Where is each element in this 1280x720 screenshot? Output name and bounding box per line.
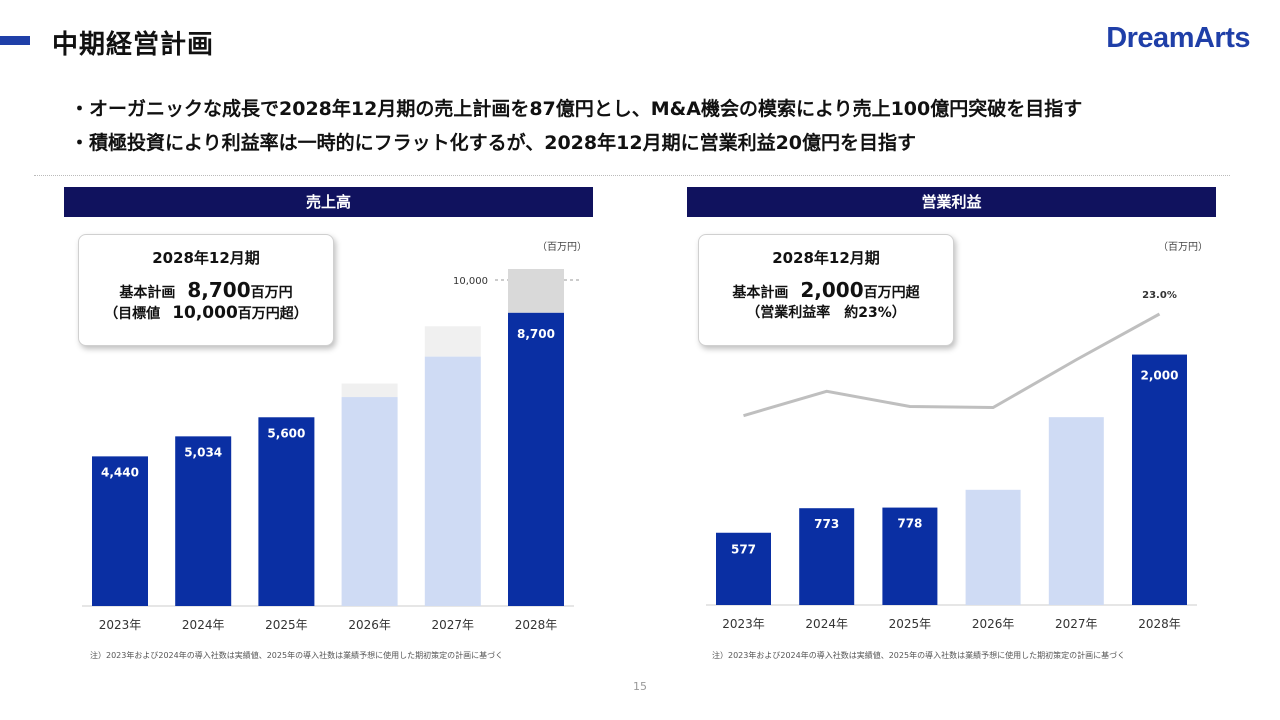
profit-callout: 2028年12月期 基本計画 2,000百万円超 （営業利益率 約23%） — [698, 234, 954, 346]
x-tick-label: 2024年 — [182, 618, 225, 632]
x-tick-label: 2027年 — [432, 618, 475, 632]
bar-2024年 — [799, 508, 855, 605]
stretch-bar-5 — [508, 269, 564, 313]
x-tick-label: 2025年 — [889, 617, 932, 631]
profit-unit-label: （百万円） — [1158, 242, 1208, 253]
revenue-plan-value: 8,700 — [187, 278, 251, 302]
bar-value-label: 577 — [731, 543, 756, 557]
bar-2026年 — [341, 397, 398, 606]
bar-2027年 — [1048, 417, 1104, 605]
margin-end-label: 23.0% — [1142, 290, 1177, 301]
bar-value-label: 8,700 — [517, 327, 555, 341]
bar-2023年 — [716, 532, 771, 605]
profit-footnote: 注）2023年および2024年の導入社数は実績値、2025年の導入社数は業績予想… — [712, 651, 1126, 660]
title-accent-bar — [0, 36, 30, 45]
page-title: 中期経営計画 — [52, 30, 215, 60]
revenue-target-value: 10,000 — [172, 303, 238, 323]
revenue-chart: 4,440 2023年 5,034 2024年 5,600 2025年 2026年 2027年… — [82, 269, 580, 632]
x-tick-label: 2024年 — [805, 617, 848, 631]
revenue-callout: 2028年12月期 基本計画 8,700百万円 （目標値 10,000百万円超） — [78, 234, 334, 346]
bar-2025年 — [882, 507, 938, 605]
x-tick-label: 2023年 — [99, 618, 142, 632]
x-tick-label: 2025年 — [265, 618, 308, 632]
profit-plan-value: 2,000 — [800, 278, 864, 302]
x-tick-label: 2023年 — [722, 617, 765, 631]
bar-value-label: 5,600 — [267, 426, 305, 440]
margin-line — [743, 312, 1161, 418]
bar-value-label: 4,440 — [101, 465, 139, 479]
dreamarts-logo: DreamArts — [1106, 22, 1250, 54]
x-tick-label: 2028年 — [1138, 617, 1181, 631]
bullet-revenue: ・オーガニックな成長で2028年12月期の売上計画を87億円とし、M&A機会の模… — [70, 98, 1083, 120]
section-divider — [34, 175, 1230, 176]
bar-2025年 — [258, 417, 315, 606]
x-tick-label: 2028年 — [515, 618, 558, 632]
revenue-target-label: （目標値 — [104, 306, 161, 322]
profit-plan-label: 基本計画 — [732, 285, 789, 301]
bar-2024年 — [175, 436, 232, 606]
stretch-bar-4 — [424, 326, 481, 357]
x-tick-label: 2026年 — [348, 618, 391, 632]
revenue-unit-label: （百万円） — [537, 242, 587, 253]
profit-callout-margin: （営業利益率 約23%） — [746, 305, 906, 321]
bar-2028年 — [508, 312, 564, 606]
reference-line-label: 10,000 — [453, 276, 488, 287]
stretch-bar-3 — [341, 383, 398, 398]
profit-callout-heading: 2028年12月期 — [772, 249, 880, 267]
revenue-plan-unit: 百万円 — [250, 285, 293, 301]
bar-value-label: 773 — [814, 517, 839, 531]
revenue-callout-heading: 2028年12月期 — [152, 249, 260, 267]
bar-2028年 — [1132, 354, 1187, 605]
page-number: 15 — [633, 680, 647, 693]
revenue-callout-target: （目標値 10,000百万円超） — [79, 303, 333, 324]
profit-plan-unit: 百万円超 — [863, 285, 920, 301]
revenue-target-unit: 百万円超） — [237, 306, 308, 322]
bar-value-label: 5,034 — [184, 445, 222, 459]
profit-callout-plan: 基本計画 2,000百万円超 — [699, 280, 953, 303]
bar-2023年 — [92, 456, 148, 606]
profit-panel-header: 営業利益 — [687, 187, 1216, 217]
x-tick-label: 2026年 — [972, 617, 1015, 631]
revenue-callout-plan: 基本計画 8,700百万円 — [79, 280, 333, 303]
revenue-panel-header: 売上高 — [64, 187, 593, 217]
x-tick-label: 2027年 — [1055, 617, 1098, 631]
revenue-footnote: 注）2023年および2024年の導入社数は実績値、2025年の導入社数は業績予想… — [90, 651, 504, 660]
operating-profit-chart: 577 2023年 773 2024年 778 2025年 2026年 2027年 2,000 2… — [706, 290, 1197, 631]
bar-2026年 — [965, 489, 1021, 605]
bar-2027年 — [424, 356, 481, 606]
summary-bullets: ・オーガニックな成長で2028年12月期の売上計画を87億円とし、M&A機会の模… — [70, 92, 1230, 160]
bar-value-label: 778 — [897, 517, 922, 531]
bar-value-label: 2,000 — [1141, 369, 1179, 383]
bullet-profit: ・積極投資により利益率は一時的にフラット化するが、2028年12月期に営業利益2… — [70, 132, 917, 154]
revenue-plan-label: 基本計画 — [119, 285, 176, 301]
